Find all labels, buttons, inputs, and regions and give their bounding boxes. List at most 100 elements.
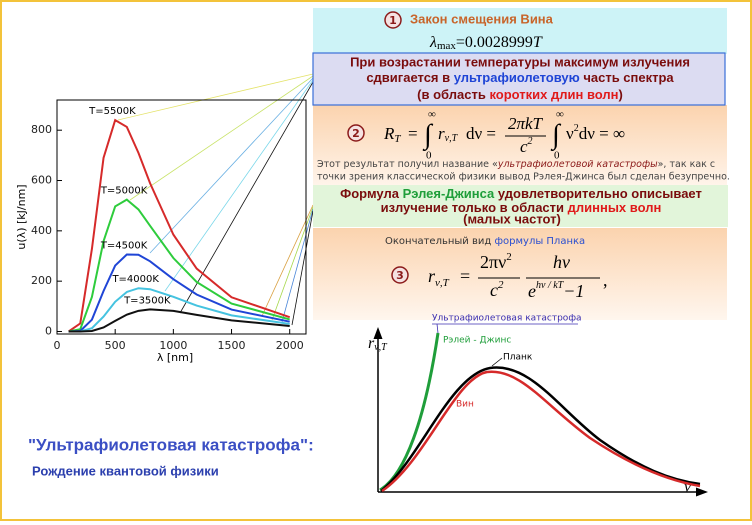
f-part: ∞ xyxy=(556,109,564,121)
sketch-title: Ультрафиолетовая катастрофа xyxy=(432,314,582,324)
t: излучение только в области xyxy=(381,200,568,215)
pointer xyxy=(491,357,503,367)
f-part: rν,T xyxy=(438,124,459,144)
f-part: dν = xyxy=(466,124,496,143)
rj-text: излучение только в области длинных волн xyxy=(381,200,662,215)
t: T xyxy=(394,133,401,145)
badge-number: 2 xyxy=(352,127,360,140)
t: часть спектра xyxy=(580,70,675,85)
y-tick-label: 400 xyxy=(31,224,52,237)
curve xyxy=(68,198,290,333)
t: Рэлея-Джинса xyxy=(403,186,495,201)
curve xyxy=(68,253,290,333)
t: 2 xyxy=(574,123,579,134)
t: r xyxy=(368,335,375,352)
t: 2 xyxy=(506,251,512,263)
x-axis-label: λ [nm] xyxy=(157,351,193,364)
f-part: ∫ xyxy=(422,119,434,151)
f-part: max xyxy=(437,40,456,52)
t: −1 xyxy=(563,281,584,301)
t: r xyxy=(428,266,436,286)
shift-box xyxy=(312,52,726,106)
t: », так как с xyxy=(658,159,716,170)
badge xyxy=(347,124,365,142)
x-tick-label: 0 xyxy=(54,339,61,352)
t: формулы Планка xyxy=(494,236,585,247)
footer-subtitle: Рождение квантовой физики xyxy=(32,463,219,478)
badge-number: 3 xyxy=(396,269,404,282)
t: ) xyxy=(619,87,623,102)
f-part: =0.0028999 xyxy=(456,34,533,51)
y-axis-label: u(λ) [kJ/nm] xyxy=(15,184,28,249)
wien-box xyxy=(313,8,727,54)
f-part: T xyxy=(533,34,543,51)
planck-formula: rν,T = 2πν2 c 2 hν ehν / kT−1 , xyxy=(428,251,608,302)
shift-text: (в область коротких длин волн) xyxy=(417,87,623,102)
f-part: c2 xyxy=(520,136,533,156)
t: 2πν xyxy=(480,252,506,272)
f-part: hν xyxy=(553,252,570,272)
t: коротких длин волн xyxy=(489,87,618,102)
x-tick-label: 500 xyxy=(105,339,126,352)
wien-formula: λmax=0.0028999T xyxy=(429,34,543,52)
planck-chart: u(λ) [kJ/nm] λ [nm] 0 200 400 600 800 0 500 100… xyxy=(15,99,307,364)
series-label: T=4000K xyxy=(111,274,159,285)
t: ν,T xyxy=(374,342,388,353)
x-tick-label: 1000 xyxy=(159,339,187,352)
sketch: rν,T ν Ультрафиолетовая катастрофа Рэлей… xyxy=(368,314,708,497)
plot-frame xyxy=(56,99,307,335)
t: удовлетворительно описывает xyxy=(494,186,702,201)
curve xyxy=(68,308,290,333)
series-label: T=3500K xyxy=(123,295,171,306)
sketch-x-label: ν xyxy=(684,479,692,496)
t: hν / kT xyxy=(536,280,565,291)
t: сдвигается в xyxy=(366,70,453,85)
f-part: = xyxy=(460,266,470,286)
t: ν,T xyxy=(445,133,459,144)
paragraph: Этот результат получил название «ультраф… xyxy=(317,159,715,170)
f-part: 2πν2 xyxy=(480,251,512,273)
f-part: 0 xyxy=(426,150,432,162)
rj-text: (малых частот) xyxy=(463,211,561,226)
x-tick-label: 2000 xyxy=(276,339,304,352)
badge xyxy=(384,11,402,29)
series-label: T=5000K xyxy=(100,186,148,197)
f-part: 2πkT xyxy=(508,114,544,133)
t: c xyxy=(520,137,528,156)
t: r xyxy=(438,124,445,143)
t: Формула xyxy=(340,186,402,201)
rj-formula: RT = ∫ ∞ 0 rν,T dν = 2πkT c2 ∫ ∞ 0 ν2dν … xyxy=(383,109,625,162)
section-bg xyxy=(313,105,727,190)
sketch-y-label: rν,T xyxy=(368,335,388,354)
wien-label: Вин xyxy=(456,400,474,410)
y-tick-label: 600 xyxy=(31,174,52,187)
f-part: ν2dν = ∞ xyxy=(566,123,625,143)
f-part: ehν / kT−1 xyxy=(528,280,584,301)
series-label: T=5500K xyxy=(88,106,136,117)
t: ультрафиолетовой катастрофы xyxy=(497,159,658,170)
footer-title: "Ультрафиолетовая катастрофа": xyxy=(28,435,314,454)
t: Окончательный вид xyxy=(385,236,494,247)
curve xyxy=(68,118,291,333)
planck-curve xyxy=(380,366,701,492)
rj-label: Рэлей - Джинс xyxy=(443,336,511,346)
series-label: T=4500K xyxy=(100,240,148,251)
badge-number: 1 xyxy=(389,14,397,27)
t: ν xyxy=(566,124,574,143)
t: длинных волн xyxy=(568,200,662,215)
shift-text: сдвигается в ультрафиолетовую часть спек… xyxy=(366,70,674,85)
t: ультрафиолетовую xyxy=(454,70,580,85)
y-tick-label: 0 xyxy=(45,324,52,337)
wien-curve xyxy=(381,370,701,493)
f-part: RT xyxy=(383,124,401,145)
f-part: rν,T xyxy=(428,266,450,288)
t: c xyxy=(490,280,498,300)
section-bg xyxy=(313,228,727,320)
shift-text: При возрастании температуры максимум изл… xyxy=(350,54,690,69)
t: ν,T xyxy=(435,277,450,289)
y-tick-label: 800 xyxy=(31,123,52,136)
f-part: ∫ xyxy=(550,119,562,151)
badge xyxy=(391,266,409,284)
f-part: , xyxy=(603,270,608,290)
